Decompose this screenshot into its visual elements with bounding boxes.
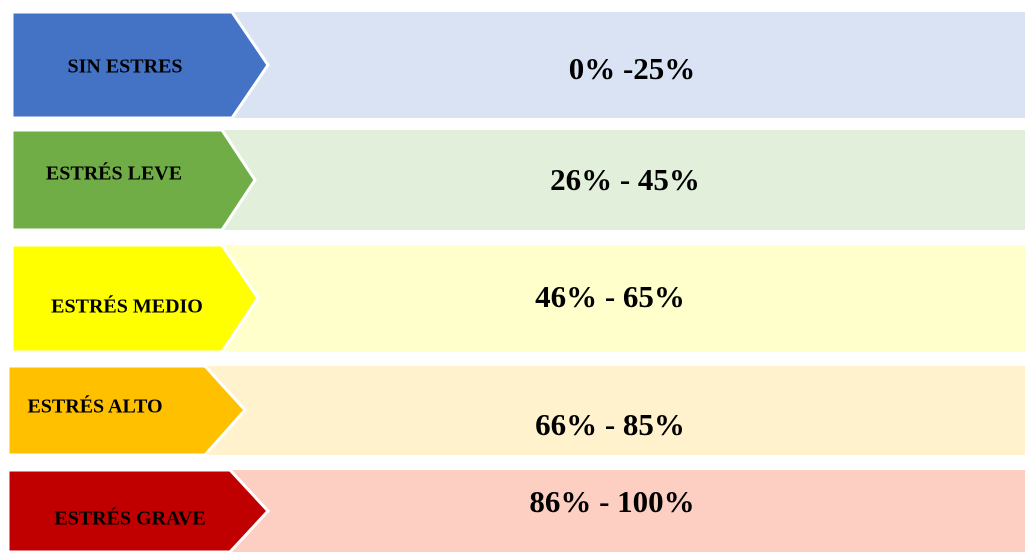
level-label: ESTRÉS GRAVE <box>54 507 205 530</box>
level-arrow <box>10 243 260 354</box>
level-row: ESTRÉS GRAVE 86% - 100% <box>6 468 1025 554</box>
level-label: ESTRÉS MEDIO <box>51 295 203 318</box>
level-row: ESTRÉS MEDIO 46% - 65% <box>10 243 1025 354</box>
level-label: ESTRÉS LEVE <box>46 162 182 185</box>
level-range: 46% - 65% <box>535 279 685 314</box>
level-range: 0% -25% <box>569 51 696 86</box>
level-range: 66% - 85% <box>535 407 685 442</box>
level-range: 86% - 100% <box>529 484 694 519</box>
level-arrow <box>6 468 271 554</box>
level-label: ESTRÉS ALTO <box>27 395 162 418</box>
level-row: ESTRÉS LEVE 26% - 45% <box>10 128 1025 232</box>
level-arrow <box>6 364 248 457</box>
level-arrow <box>10 128 257 232</box>
level-row: ESTRÉS ALTO 66% - 85% <box>6 364 1025 457</box>
range-band <box>218 245 1025 352</box>
level-label: SIN ESTRES <box>67 56 182 78</box>
range-band <box>201 366 1025 455</box>
range-band <box>228 12 1025 118</box>
level-range: 26% - 45% <box>550 162 700 197</box>
level-row: SIN ESTRES 0% -25% <box>10 10 1025 120</box>
range-band <box>226 470 1025 552</box>
range-band <box>218 130 1025 230</box>
level-arrow <box>10 10 270 120</box>
